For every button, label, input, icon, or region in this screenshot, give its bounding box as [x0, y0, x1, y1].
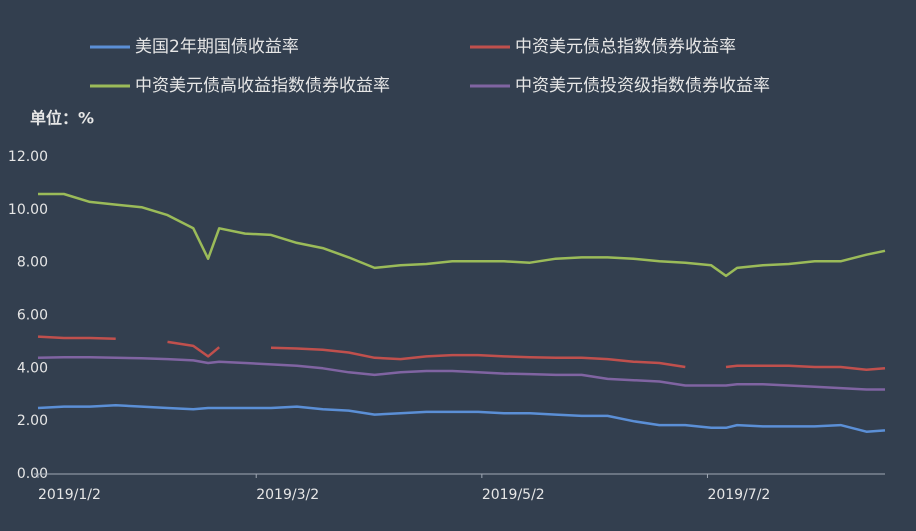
y-tick-label: 6.00 [17, 308, 48, 324]
series-line [37, 355, 885, 391]
legend-label: 美国2年期国债收益率 [135, 37, 299, 57]
y-tick-label: 2.00 [17, 413, 48, 429]
series-line [37, 404, 886, 433]
legend-label: 中资美元债投资级指数债券收益率 [515, 76, 770, 96]
legend-label: 中资美元债高收益指数债券收益率 [135, 76, 390, 96]
y-tick-label: 4.00 [17, 360, 48, 376]
x-tick-label: 2019/7/2 [707, 487, 770, 503]
x-tick-label: 2019/3/2 [256, 487, 319, 503]
y-tick-label: 10.00 [8, 202, 48, 218]
x-tick-label: 2019/1/2 [38, 487, 101, 503]
unit-label: 单位：% [30, 109, 94, 128]
y-tick-label: 8.00 [17, 255, 48, 271]
y-tick-label: 0.00 [17, 466, 48, 482]
legend-label: 中资美元债总指数债券收益率 [515, 37, 736, 57]
y-tick-label: 12.00 [8, 149, 48, 165]
series-line [38, 192, 886, 278]
series-line [37, 335, 886, 371]
x-tick-label: 2019/5/2 [482, 487, 545, 503]
